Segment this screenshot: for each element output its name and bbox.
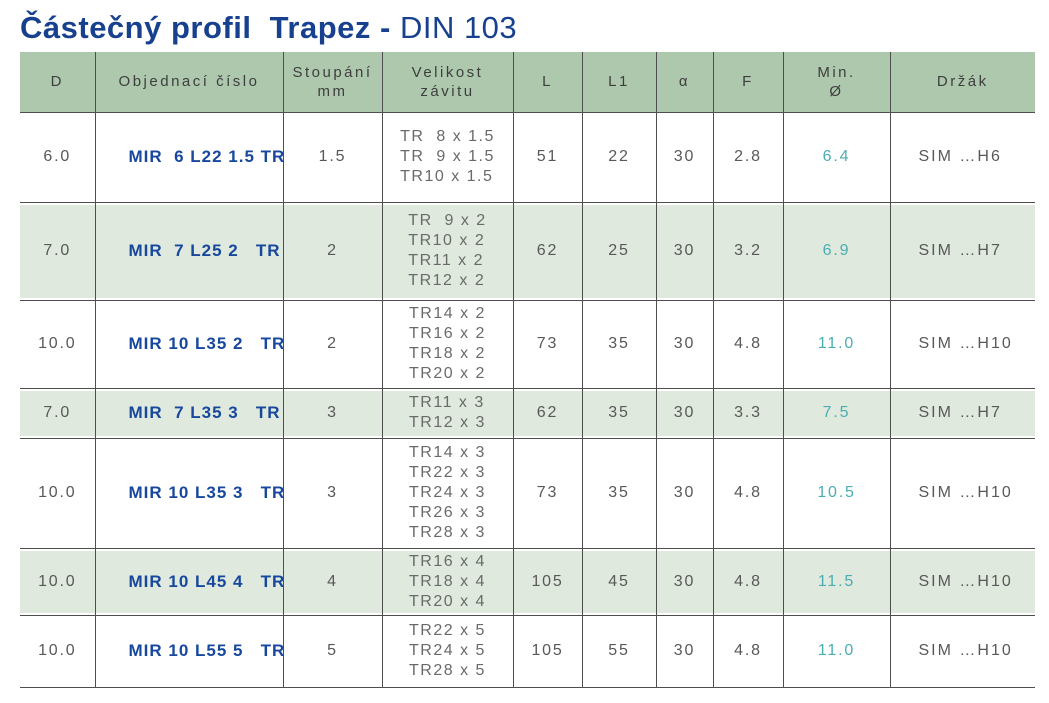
cell-holder: SIM …H7 — [889, 202, 1035, 301]
cell-l: 105 — [512, 548, 582, 616]
thread-size-list: TR11 x 3 TR12 x 3 — [409, 394, 486, 431]
cell-l: 73 — [512, 300, 582, 389]
cell-min-diameter: 10.5 — [782, 438, 890, 549]
cell-d: 10.0 — [20, 615, 95, 688]
column-header-l1: L1 — [581, 52, 656, 113]
thread-size-list: TR14 x 3 TR22 x 3 TR24 x 3 TR26 x 3 TR28… — [409, 444, 486, 541]
column-header-f: F — [712, 52, 783, 113]
cell-alpha: 30 — [655, 548, 713, 616]
cell-f: 4.8 — [712, 438, 783, 549]
cell-l1: 35 — [581, 438, 656, 549]
cell-alpha: 30 — [655, 438, 713, 549]
thread-size-list: TR 9 x 2 TR10 x 2 TR11 x 2 TR12 x 2 — [408, 212, 487, 289]
table-row: 6.0 MIR 6 L22 1.5 TR 1.5 TR 8 x 1.5 TR 9… — [20, 112, 1035, 203]
cell-order-number: MIR 10 L35 3 TR — [94, 438, 284, 549]
cell-f: 4.8 — [712, 300, 783, 389]
cell-alpha: 30 — [655, 615, 713, 688]
cell-pitch: 3 — [282, 388, 382, 439]
cell-l: 62 — [512, 202, 582, 301]
cell-holder: SIM …H10 — [889, 548, 1035, 616]
title-standard: DIN 103 — [399, 10, 518, 45]
column-header-holder: Držák — [889, 52, 1035, 113]
cell-holder: SIM …H7 — [889, 388, 1035, 439]
cell-f: 3.2 — [712, 202, 783, 301]
cell-thread-sizes: TR 8 x 1.5 TR 9 x 1.5 TR10 x 1.5 — [381, 112, 513, 203]
cell-l: 51 — [512, 112, 582, 203]
table-row: 10.0 MIR 10 L35 2 TR 2 TR14 x 2 TR16 x 2… — [20, 300, 1035, 389]
cell-alpha: 30 — [655, 202, 713, 301]
table-row: 10.0 MIR 10 L35 3 TR 3 TR14 x 3 TR22 x 3… — [20, 438, 1035, 549]
thread-size-list: TR14 x 2 TR16 x 2 TR18 x 2 TR20 x 2 — [409, 305, 486, 382]
cell-thread-sizes: TR22 x 5 TR24 x 5 TR28 x 5 — [381, 615, 513, 688]
cell-d: 7.0 — [20, 202, 95, 301]
product-table: D Objednací číslo Stoupání mm Velikost z… — [20, 52, 1035, 688]
cell-l1: 55 — [581, 615, 656, 688]
cell-holder: SIM …H10 — [889, 615, 1035, 688]
cell-d: 6.0 — [20, 112, 95, 203]
cell-pitch: 4 — [282, 548, 382, 616]
cell-thread-sizes: TR11 x 3 TR12 x 3 — [381, 388, 513, 439]
cell-d: 7.0 — [20, 388, 95, 439]
cell-f: 2.8 — [712, 112, 783, 203]
cell-min-diameter: 11.0 — [782, 300, 890, 389]
cell-min-diameter: 11.5 — [782, 548, 890, 616]
column-header-min-diameter: Min. Ø — [782, 52, 890, 113]
table-row: 7.0 MIR 7 L25 2 TR 2 TR 9 x 2 TR10 x 2 T… — [20, 202, 1035, 301]
cell-l: 73 — [512, 438, 582, 549]
column-header-pitch: Stoupání mm — [282, 52, 382, 113]
cell-pitch: 5 — [282, 615, 382, 688]
column-header-alpha: α — [655, 52, 713, 113]
thread-size-list: TR16 x 4 TR18 x 4 TR20 x 4 — [409, 552, 486, 610]
cell-order-number: MIR 10 L55 5 TR — [94, 615, 284, 688]
cell-thread-sizes: TR 9 x 2 TR10 x 2 TR11 x 2 TR12 x 2 — [381, 202, 513, 301]
cell-min-diameter: 6.9 — [782, 202, 890, 301]
cell-order-number: MIR 6 L22 1.5 TR — [94, 112, 284, 203]
cell-pitch: 3 — [282, 438, 382, 549]
cell-l1: 45 — [581, 548, 656, 616]
column-header-thread-size: Velikost závitu — [381, 52, 513, 113]
cell-l1: 35 — [581, 300, 656, 389]
cell-pitch: 2 — [282, 202, 382, 301]
cell-alpha: 30 — [655, 388, 713, 439]
table-row: 10.0 MIR 10 L55 5 TR 5 TR22 x 5 TR24 x 5… — [20, 615, 1035, 688]
cell-d: 10.0 — [20, 438, 95, 549]
cell-f: 3.3 — [712, 388, 783, 439]
cell-thread-sizes: TR14 x 2 TR16 x 2 TR18 x 2 TR20 x 2 — [381, 300, 513, 389]
page-title: Částečný profil Trapez - DIN 103 — [0, 0, 1049, 52]
cell-pitch: 1.5 — [282, 112, 382, 203]
cell-d: 10.0 — [20, 548, 95, 616]
title-main: Částečný profil Trapez - — [20, 10, 400, 45]
table-row: 7.0 MIR 7 L35 3 TR 3 TR11 x 3 TR12 x 3 6… — [20, 388, 1035, 439]
cell-f: 4.8 — [712, 548, 783, 616]
cell-min-diameter: 6.4 — [782, 112, 890, 203]
table-row: 10.0 MIR 10 L45 4 TR 4 TR16 x 4 TR18 x 4… — [20, 548, 1035, 616]
cell-order-number: MIR 10 L45 4 TR — [94, 548, 284, 616]
cell-thread-sizes: TR14 x 3 TR22 x 3 TR24 x 3 TR26 x 3 TR28… — [381, 438, 513, 549]
cell-pitch: 2 — [282, 300, 382, 389]
cell-order-number: MIR 10 L35 2 TR — [94, 300, 284, 389]
cell-alpha: 30 — [655, 300, 713, 389]
column-header-order-number: Objednací číslo — [94, 52, 283, 113]
cell-alpha: 30 — [655, 112, 713, 203]
cell-thread-sizes: TR16 x 4 TR18 x 4 TR20 x 4 — [381, 548, 513, 616]
column-header-l: L — [512, 52, 582, 113]
cell-holder: SIM …H6 — [889, 112, 1035, 203]
cell-min-diameter: 11.0 — [782, 615, 890, 688]
cell-d: 10.0 — [20, 300, 95, 389]
thread-size-list: TR22 x 5 TR24 x 5 TR28 x 5 — [409, 622, 486, 679]
cell-l: 62 — [512, 388, 582, 439]
cell-holder: SIM …H10 — [889, 300, 1035, 389]
cell-l1: 22 — [581, 112, 656, 203]
column-header-d: D — [20, 52, 95, 113]
cell-l: 105 — [512, 615, 582, 688]
cell-holder: SIM …H10 — [889, 438, 1035, 549]
cell-min-diameter: 7.5 — [782, 388, 890, 439]
thread-size-list: TR 8 x 1.5 TR 9 x 1.5 TR10 x 1.5 — [400, 128, 495, 185]
cell-order-number: MIR 7 L25 2 TR — [94, 202, 283, 301]
cell-f: 4.8 — [712, 615, 783, 688]
cell-l1: 25 — [581, 202, 656, 301]
header-row: D Objednací číslo Stoupání mm Velikost z… — [20, 52, 1035, 113]
cell-order-number: MIR 7 L35 3 TR — [94, 388, 283, 439]
cell-l1: 35 — [581, 388, 656, 439]
